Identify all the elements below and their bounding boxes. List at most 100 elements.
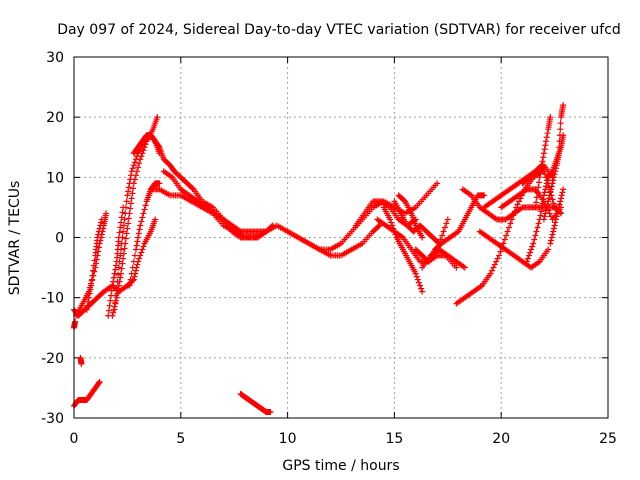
data-point xyxy=(131,159,138,166)
data-point xyxy=(120,222,127,229)
data-point xyxy=(88,282,95,289)
data-point xyxy=(548,186,555,193)
data-point xyxy=(138,153,145,160)
y-tick-label: -10 xyxy=(41,291,64,307)
data-point xyxy=(481,192,488,199)
data-point xyxy=(533,199,540,206)
data-point xyxy=(540,216,547,223)
data-point xyxy=(560,102,567,109)
data-point xyxy=(550,228,557,235)
data-point xyxy=(548,237,555,244)
data-point xyxy=(142,202,149,209)
data-point xyxy=(125,215,132,222)
data-point xyxy=(115,282,122,289)
series-track-28 xyxy=(540,102,567,223)
data-point xyxy=(387,216,394,223)
y-axis-label: SDTVAR / TECUs xyxy=(7,181,23,296)
data-point xyxy=(517,195,524,202)
data-point xyxy=(122,240,129,247)
data-point xyxy=(516,198,522,205)
data-point xyxy=(127,205,134,212)
data-point xyxy=(412,270,419,277)
data-point xyxy=(114,290,121,297)
data-point xyxy=(139,150,146,157)
data-point xyxy=(137,156,144,163)
data-point xyxy=(135,230,142,237)
data-point xyxy=(533,228,540,235)
data-point xyxy=(128,168,135,175)
data-point xyxy=(538,208,545,215)
series-track-30 xyxy=(71,378,103,409)
data-point xyxy=(96,378,103,385)
data-point xyxy=(541,189,548,196)
data-point xyxy=(117,252,124,259)
data-point xyxy=(137,222,144,229)
y-tick-label: 10 xyxy=(46,170,64,186)
data-point xyxy=(557,198,564,205)
data-point xyxy=(124,225,131,232)
series-track-19 xyxy=(419,246,468,271)
data-point xyxy=(388,219,395,226)
series-track-18 xyxy=(412,192,488,265)
data-point xyxy=(91,257,98,264)
data-point xyxy=(125,220,132,227)
data-point xyxy=(556,144,563,151)
data-point xyxy=(536,174,543,181)
data-point xyxy=(98,219,105,226)
data-point xyxy=(555,150,562,157)
data-point xyxy=(533,194,540,201)
data-point xyxy=(108,287,115,294)
x-tick-label: 0 xyxy=(70,431,79,447)
data-point xyxy=(88,277,95,284)
series-track-29 xyxy=(547,186,567,247)
data-point xyxy=(112,266,119,273)
data-point xyxy=(110,306,117,313)
data-point xyxy=(124,192,131,199)
data-point xyxy=(530,240,537,247)
data-point xyxy=(491,261,498,268)
data-point xyxy=(72,318,79,325)
data-point xyxy=(111,270,118,277)
data-point xyxy=(123,230,130,237)
data-point xyxy=(87,286,94,293)
data-point xyxy=(537,212,544,219)
series-track-32 xyxy=(71,318,79,331)
data-point xyxy=(375,223,382,230)
data-point xyxy=(139,246,146,253)
data-point xyxy=(531,236,538,243)
data-point xyxy=(508,216,515,223)
data-point xyxy=(488,267,495,274)
y-tick-label: 30 xyxy=(46,50,64,66)
data-point xyxy=(545,198,552,205)
data-point xyxy=(553,216,560,223)
data-point xyxy=(541,171,548,178)
data-point xyxy=(453,264,460,271)
data-point xyxy=(535,220,542,227)
data-point xyxy=(137,252,144,259)
data-point xyxy=(121,216,128,223)
data-point xyxy=(532,232,539,239)
series-track-08 xyxy=(130,132,270,235)
data-point xyxy=(390,225,397,232)
data-point xyxy=(539,158,546,165)
data-point xyxy=(543,138,550,145)
data-point xyxy=(105,307,112,314)
data-point xyxy=(112,300,119,307)
data-point xyxy=(553,165,560,172)
series-track-22 xyxy=(476,228,552,271)
data-point xyxy=(135,164,142,171)
data-point xyxy=(138,218,145,225)
data-point xyxy=(443,220,450,227)
data-point xyxy=(89,272,96,279)
data-point xyxy=(555,207,562,214)
data-point xyxy=(129,165,136,172)
data-point xyxy=(141,206,148,213)
data-point xyxy=(500,240,507,247)
data-point xyxy=(120,255,127,262)
data-point xyxy=(128,270,135,277)
data-point xyxy=(535,179,542,186)
data-point xyxy=(115,264,122,271)
data-point xyxy=(541,213,548,220)
data-point xyxy=(527,249,534,256)
